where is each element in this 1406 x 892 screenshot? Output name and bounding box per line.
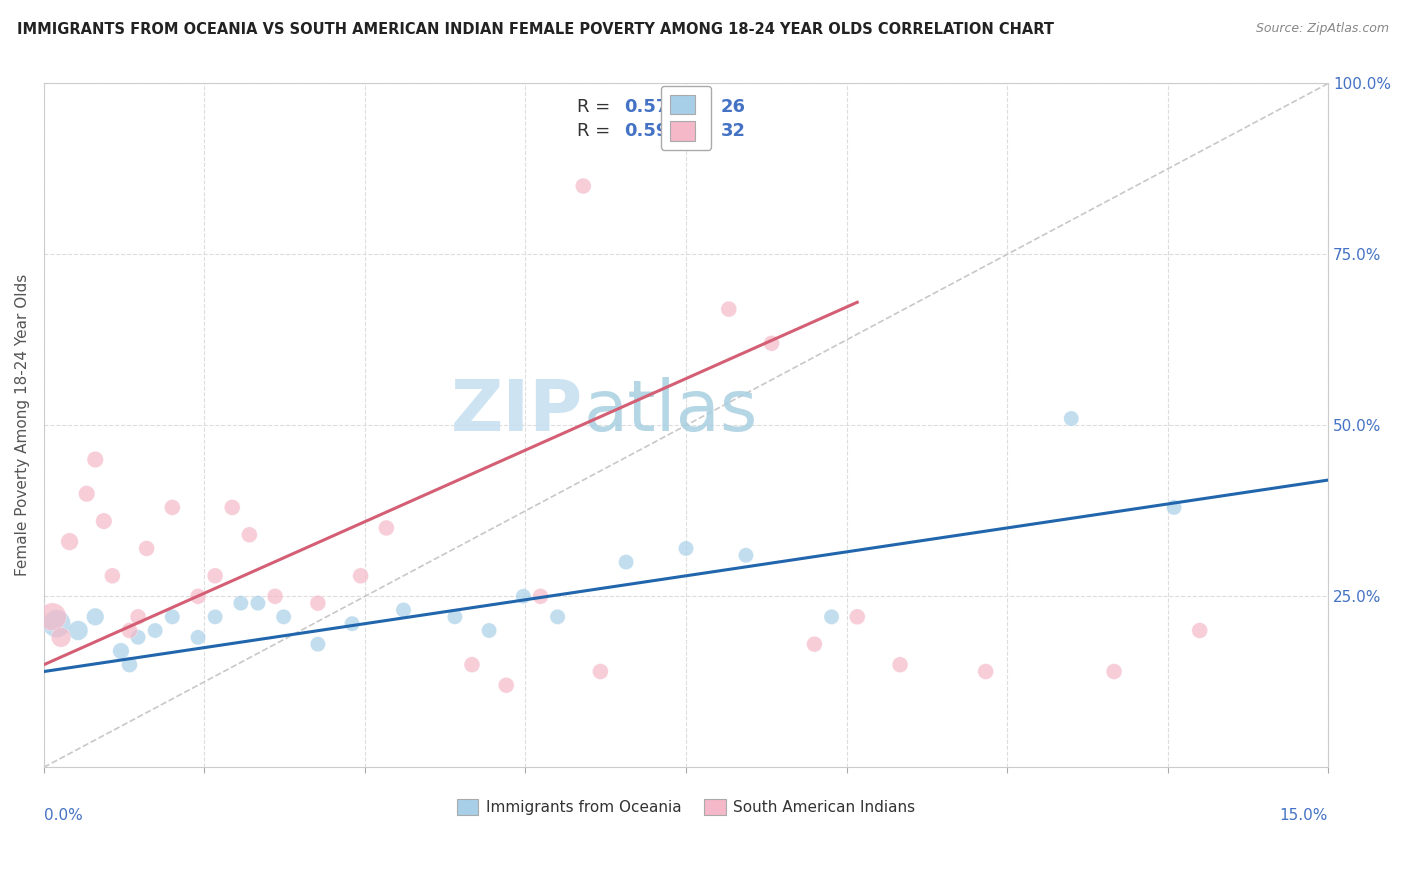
Point <box>675 541 697 556</box>
Point <box>572 179 595 194</box>
Point <box>238 528 260 542</box>
Point <box>187 631 209 645</box>
Point <box>803 637 825 651</box>
Point <box>127 631 149 645</box>
Point <box>110 644 132 658</box>
Point <box>127 610 149 624</box>
Point <box>495 678 517 692</box>
Point <box>264 590 287 604</box>
Text: R =: R = <box>576 122 616 140</box>
Point <box>547 610 569 624</box>
Point <box>246 596 269 610</box>
Text: 15.0%: 15.0% <box>1279 808 1329 823</box>
Text: 0.577: 0.577 <box>624 98 682 116</box>
Point <box>512 590 534 604</box>
Point <box>162 500 184 515</box>
Point <box>1102 665 1125 679</box>
Point <box>49 631 72 645</box>
Text: atlas: atlas <box>583 377 758 446</box>
Point <box>204 610 226 624</box>
Point <box>974 665 997 679</box>
Point <box>307 637 329 651</box>
Point <box>529 590 551 604</box>
Point <box>340 616 363 631</box>
Point <box>820 610 842 624</box>
Text: R =: R = <box>576 98 616 116</box>
Point <box>162 610 184 624</box>
Point <box>589 665 612 679</box>
Point <box>118 624 141 638</box>
Text: ZIP: ZIP <box>451 377 583 446</box>
Text: 32: 32 <box>721 122 745 140</box>
Point <box>101 569 124 583</box>
Point <box>1163 500 1185 515</box>
Point <box>273 610 295 624</box>
Point <box>84 610 107 624</box>
Point <box>84 452 107 467</box>
Point <box>735 549 758 563</box>
Point <box>229 596 252 610</box>
Point <box>392 603 415 617</box>
Point <box>41 610 63 624</box>
Point <box>67 624 90 638</box>
Point <box>444 610 467 624</box>
Point <box>45 616 67 631</box>
Point <box>761 336 783 351</box>
Point <box>846 610 869 624</box>
Legend: Immigrants from Oceania, South American Indians: Immigrants from Oceania, South American … <box>450 793 921 822</box>
Text: IMMIGRANTS FROM OCEANIA VS SOUTH AMERICAN INDIAN FEMALE POVERTY AMONG 18-24 YEAR: IMMIGRANTS FROM OCEANIA VS SOUTH AMERICA… <box>17 22 1054 37</box>
Point <box>204 569 226 583</box>
Text: 0.0%: 0.0% <box>44 808 83 823</box>
Point <box>461 657 484 672</box>
Point <box>143 624 166 638</box>
Text: N =: N = <box>668 98 720 116</box>
Text: Source: ZipAtlas.com: Source: ZipAtlas.com <box>1256 22 1389 36</box>
Text: N =: N = <box>668 122 720 140</box>
Point <box>1060 411 1083 425</box>
Point <box>375 521 398 535</box>
Point <box>58 534 80 549</box>
Point <box>717 302 740 317</box>
Point <box>350 569 373 583</box>
Point <box>1188 624 1211 638</box>
Point <box>118 657 141 672</box>
Point <box>76 487 98 501</box>
Point <box>135 541 157 556</box>
Text: 0.590: 0.590 <box>624 122 682 140</box>
Point <box>889 657 911 672</box>
Y-axis label: Female Poverty Among 18-24 Year Olds: Female Poverty Among 18-24 Year Olds <box>15 274 30 576</box>
Point <box>614 555 637 569</box>
Point <box>307 596 329 610</box>
Point <box>187 590 209 604</box>
Text: 26: 26 <box>721 98 745 116</box>
Point <box>93 514 115 528</box>
Point <box>221 500 243 515</box>
Point <box>478 624 501 638</box>
